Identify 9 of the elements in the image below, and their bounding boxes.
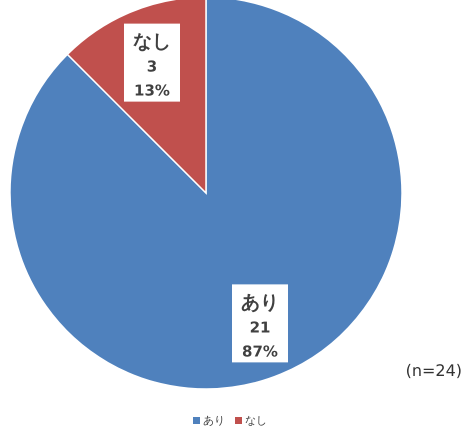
text: (n=24) — [406, 361, 462, 380]
legend-item: あり — [193, 414, 225, 427]
slice-label: なし — [132, 30, 171, 53]
legend-label: なし — [245, 414, 267, 427]
slice-label: あり — [203, 414, 225, 427]
value-label: 21 87% — [242, 318, 278, 360]
value-label: 3 13% — [134, 58, 170, 100]
slice-label: あり — [241, 291, 280, 314]
legend-item: なし — [235, 414, 267, 427]
